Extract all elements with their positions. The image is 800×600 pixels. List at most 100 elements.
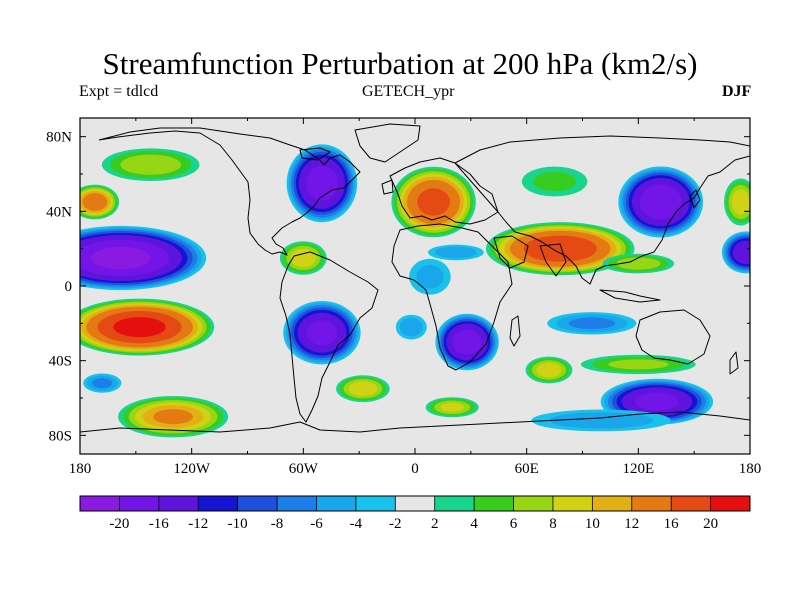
contour-level — [306, 165, 338, 201]
field-anomaly — [395, 314, 427, 340]
colorbar-swatch — [198, 496, 238, 511]
field-anomaly — [279, 241, 327, 275]
field-anomaly — [286, 144, 358, 223]
x-tick-label: 120E — [622, 461, 654, 477]
contour-level — [348, 381, 378, 397]
colorbar-label: -10 — [228, 516, 248, 532]
field-anomaly — [425, 397, 479, 418]
field-anomaly — [724, 178, 750, 226]
colorbar-label: 8 — [549, 516, 557, 532]
colorbar-swatch — [277, 496, 317, 511]
field-anomaly — [435, 313, 499, 371]
colorbar-swatch — [237, 496, 278, 511]
colorbar-label: 6 — [510, 516, 518, 532]
colorbar-label: -2 — [389, 516, 402, 532]
contour-level — [608, 359, 669, 370]
y-tick-label: 80S — [49, 428, 72, 444]
field-anomaly — [118, 396, 229, 438]
colorbar-label: -12 — [188, 516, 208, 532]
field-anomaly — [521, 166, 588, 197]
season-label: DJF — [722, 83, 752, 100]
y-axis: 80N 40N 0 40S 80S — [46, 130, 750, 444]
contour-level — [399, 317, 423, 337]
dataset-label: GETECH_ypr — [362, 83, 455, 100]
contour-level — [113, 317, 166, 338]
contour-level — [452, 329, 482, 355]
colorbar-swatch — [631, 496, 672, 511]
colorbar-label: -6 — [310, 516, 323, 532]
field-anomaly — [83, 373, 122, 393]
colorbar-label: 16 — [664, 516, 680, 532]
contour-level — [536, 362, 562, 378]
colorbar-swatch — [158, 496, 199, 511]
field-anomaly — [721, 231, 750, 274]
contour-level — [290, 248, 316, 268]
colorbar-swatch — [355, 496, 396, 511]
contour-level — [732, 240, 750, 265]
y-tick-label: 80N — [46, 130, 72, 146]
x-tick-label: 180 — [69, 461, 92, 477]
contour-level — [549, 412, 653, 429]
x-tick-label: 60W — [289, 461, 319, 477]
colorbar-swatch — [119, 496, 160, 511]
colorbar-swatch — [474, 496, 514, 511]
contour-level — [417, 188, 450, 216]
colorbar-swatch — [552, 496, 593, 511]
y-tick-label: 40N — [46, 204, 72, 220]
contour-level — [616, 257, 661, 270]
colorbar-label: 12 — [624, 516, 639, 532]
x-axis: 180 120W 60W 0 60E 120E 180 — [69, 118, 762, 477]
field-anomaly — [428, 244, 484, 261]
colorbar-swatch — [710, 496, 751, 511]
contour-level — [435, 246, 477, 259]
x-tick-label: 60E — [515, 461, 539, 477]
contour-level — [440, 402, 465, 412]
colorbar-label: -8 — [271, 516, 284, 532]
colorbar-label: 20 — [703, 516, 718, 532]
colorbar-label: -20 — [109, 516, 129, 532]
colorbar-label: 4 — [470, 516, 478, 532]
field-anomaly — [391, 166, 476, 238]
contour-level — [416, 265, 444, 289]
coastlines — [80, 123, 750, 433]
x-tick-label: 180 — [739, 461, 762, 477]
colorbar-frame — [79, 495, 751, 512]
experiment-label: Expt = tdlcd — [79, 83, 159, 100]
contour-level — [639, 184, 682, 220]
field-anomaly — [283, 301, 361, 365]
field-anomaly — [80, 298, 215, 356]
contour-level — [523, 235, 597, 262]
colorbar-swatch — [513, 496, 554, 511]
x-tick-label: 0 — [411, 461, 419, 477]
colorbar-label: -16 — [149, 516, 169, 532]
contour-level — [120, 154, 181, 175]
colorbar-swatch — [592, 496, 633, 511]
colorbar-label: -4 — [350, 516, 363, 532]
field-anomaly — [80, 225, 207, 291]
colorbar-label: 2 — [431, 516, 439, 532]
field-anomaly — [531, 409, 671, 432]
y-tick-label: 0 — [65, 279, 73, 295]
colorbar: -20 -16 -12 -10 -8 -6 -4 -2 2 4 6 8 10 12 16 20 — [79, 495, 751, 532]
chart-title: Streamfunction Perturbation at 200 hPa (… — [102, 46, 698, 81]
contour-level — [731, 189, 750, 215]
field-anomaly — [485, 222, 635, 276]
contour-level — [306, 320, 337, 346]
field-anomaly — [336, 375, 390, 403]
contour-level — [568, 317, 616, 330]
colorbar-swatch — [316, 496, 357, 511]
field-anomaly — [101, 148, 200, 181]
colorbar-swatch — [671, 496, 711, 511]
contour-level — [153, 409, 194, 425]
field-anomaly — [580, 354, 696, 374]
field-anomaly — [409, 258, 451, 295]
field-anomaly — [525, 356, 573, 384]
field-anomaly — [618, 166, 704, 238]
field-anomaly — [602, 253, 675, 274]
contour-level — [533, 171, 576, 192]
contour-level — [635, 392, 679, 411]
field-anomaly — [547, 312, 637, 335]
contour-level — [82, 193, 108, 211]
contour-level — [91, 246, 151, 270]
